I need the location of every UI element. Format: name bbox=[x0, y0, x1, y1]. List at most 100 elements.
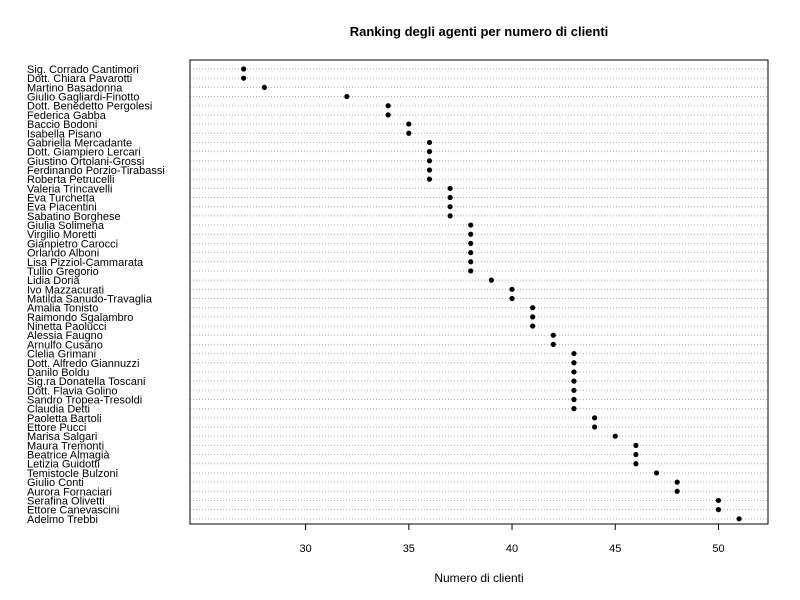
data-point bbox=[571, 387, 577, 393]
category-label: Eva Turchetta bbox=[27, 193, 96, 205]
category-label: Dott. Benedetto Pergolesi bbox=[27, 101, 152, 113]
category-label: Sabatino Borghese bbox=[27, 211, 121, 223]
category-label: Paoletta Bartoli bbox=[27, 413, 102, 425]
gridlines bbox=[190, 68, 768, 520]
category-label: Ninetta Paolucci bbox=[27, 321, 107, 333]
category-label: Roberta Petrucelli bbox=[27, 174, 114, 186]
data-point bbox=[426, 167, 433, 173]
category-label: Giulia Solimena bbox=[27, 220, 105, 232]
category-label: Valeria Trincavelli bbox=[27, 183, 112, 195]
category-label: Marisa Salgari bbox=[27, 431, 97, 443]
category-label: Tullio Gregorio bbox=[27, 266, 99, 278]
category-label: Eva Piacentini bbox=[27, 202, 97, 214]
data-point bbox=[612, 433, 618, 439]
data-point bbox=[468, 231, 474, 237]
category-label: Sig.ra Donatella Toscani bbox=[27, 376, 145, 388]
data-point bbox=[241, 75, 247, 81]
category-label: Isabella Pisano bbox=[27, 128, 102, 140]
x-tick-label: 35 bbox=[403, 543, 415, 555]
data-point bbox=[406, 121, 412, 127]
data-point bbox=[468, 259, 474, 265]
data-point bbox=[571, 369, 577, 375]
data-point bbox=[468, 268, 474, 274]
x-axis-label: Numero di clienti bbox=[434, 571, 523, 585]
data-point bbox=[633, 451, 639, 458]
data-point bbox=[715, 497, 722, 504]
data-point bbox=[571, 360, 577, 366]
data-point bbox=[530, 305, 536, 311]
category-label: Ivo Mazzacurati bbox=[27, 284, 104, 296]
category-label: Ettore Canevascini bbox=[27, 505, 119, 517]
data-point bbox=[426, 158, 433, 164]
data-point bbox=[406, 130, 412, 136]
category-label: Dott. Flavia Golino bbox=[27, 385, 117, 397]
category-label: Orlando Alboni bbox=[27, 248, 99, 260]
category-label: Lisa Pizziol-Cammarata bbox=[27, 257, 144, 269]
x-tick-label: 40 bbox=[506, 543, 518, 555]
category-label: Martino Basadonna bbox=[27, 82, 123, 94]
data-point bbox=[633, 461, 639, 467]
category-label: Gianpietro Carocci bbox=[27, 238, 118, 250]
category-label: Adelmo Trebbi bbox=[27, 514, 98, 526]
category-label: Serafina Olivetti bbox=[27, 495, 105, 507]
data-point bbox=[344, 93, 350, 100]
category-label: Claudia Detti bbox=[27, 404, 90, 416]
category-label: Arnulfo Cusano bbox=[27, 339, 103, 351]
data-point bbox=[468, 222, 474, 228]
data-point bbox=[385, 112, 391, 118]
x-tick-label: 50 bbox=[712, 543, 724, 555]
category-label: Sig. Corrado Cantimori bbox=[27, 64, 139, 76]
category-label: Ferdinando Porzio-Tirabassi bbox=[27, 165, 165, 177]
category-label: Raimondo Sgalambro bbox=[27, 312, 133, 324]
data-point bbox=[674, 488, 680, 494]
category-label: Lidia Doria bbox=[27, 275, 80, 287]
category-label: Dott. Chiara Pavarotti bbox=[27, 73, 132, 85]
data-point bbox=[674, 479, 680, 485]
data-point bbox=[509, 295, 515, 302]
category-label: Federica Gabba bbox=[27, 110, 107, 122]
data-point bbox=[571, 396, 577, 403]
plot-frame bbox=[189, 59, 769, 525]
data-point bbox=[468, 250, 474, 256]
data-point bbox=[447, 204, 453, 210]
category-label: Temistocle Bulzoni bbox=[27, 468, 118, 480]
data-point bbox=[550, 341, 556, 347]
data-point bbox=[736, 516, 742, 522]
data-point bbox=[530, 314, 536, 320]
category-label: Matilda Sanudo-Travaglia bbox=[27, 294, 153, 306]
x-tick-label: 45 bbox=[609, 543, 621, 555]
category-label: Dott. Alfredo Giannuzzi bbox=[27, 358, 140, 370]
data-point bbox=[426, 176, 433, 182]
data-point bbox=[571, 378, 577, 384]
category-label: Gabriella Mercadante bbox=[27, 137, 132, 149]
data-point bbox=[447, 185, 453, 191]
data-point bbox=[426, 149, 433, 155]
data-point bbox=[571, 406, 577, 412]
data-point bbox=[385, 103, 391, 109]
category-label: Danilo Boldu bbox=[27, 367, 89, 379]
data-point bbox=[488, 277, 494, 283]
data-point bbox=[550, 332, 556, 338]
category-label: Giulio Gagliardi-Finotto bbox=[27, 92, 140, 104]
x-tick-label: 30 bbox=[299, 543, 311, 555]
x-axis: 30 35 40 45 50 bbox=[299, 524, 725, 555]
data-point bbox=[261, 84, 267, 90]
data-point bbox=[468, 240, 474, 247]
category-label: Alessia Faugno bbox=[27, 330, 103, 342]
category-label: Baccio Bodoni bbox=[27, 119, 97, 131]
data-point bbox=[592, 424, 598, 430]
data-point bbox=[653, 470, 660, 476]
category-label: Ettore Pucci bbox=[27, 422, 86, 434]
category-label: Virgilio Moretti bbox=[27, 229, 97, 241]
data-point bbox=[241, 66, 247, 72]
category-label: Sandro Tropea-Tresoldi bbox=[27, 394, 142, 406]
category-label: Amalia Tonisto bbox=[27, 303, 98, 315]
category-label: Giustino Ortolani-Grossi bbox=[27, 156, 144, 168]
category-label: Beatrice Almagià bbox=[27, 450, 110, 462]
data-point bbox=[592, 415, 598, 421]
data-point bbox=[715, 507, 722, 513]
chart-title: Ranking degli agenti per numero di clien… bbox=[350, 24, 609, 39]
data-point bbox=[509, 286, 515, 292]
